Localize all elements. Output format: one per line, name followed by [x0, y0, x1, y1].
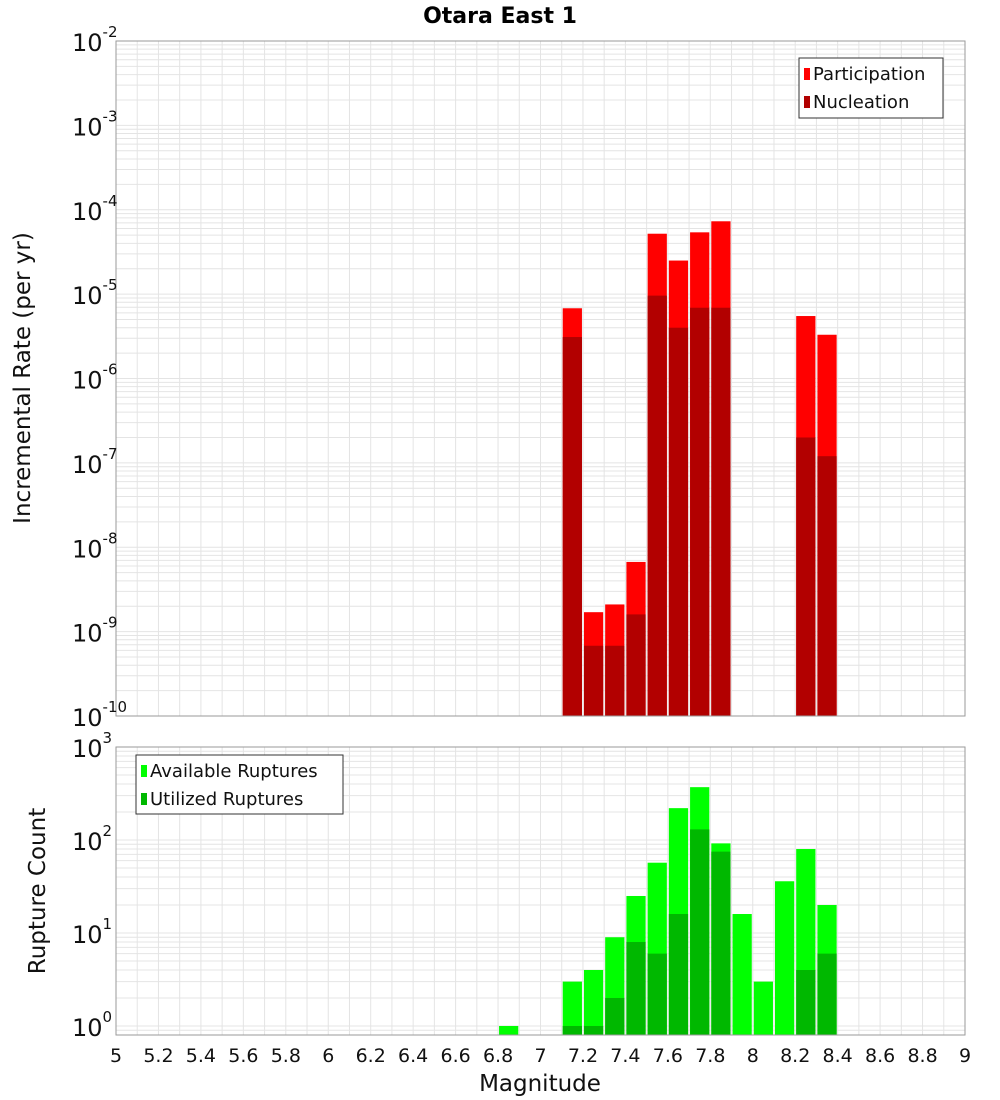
x-axis-ticks: 5 5.2 5.4 5.6 5.8 6 6.2 6.4 6.6 6.8 7 7.2 7.4 7.6 7.8 8…: [110, 1045, 971, 1067]
legend-label: Participation: [813, 64, 925, 85]
y-tick-label: 10-3: [72, 107, 118, 141]
bar: [605, 997, 625, 1035]
bar: [732, 914, 752, 1035]
bar: [817, 456, 837, 716]
y-axis-title: Incremental Rate (per yr): [10, 232, 36, 524]
x-tick-label: 8.6: [865, 1045, 895, 1067]
bar: [711, 851, 731, 1035]
x-tick-label: 6.4: [398, 1045, 428, 1067]
bar: [562, 1025, 582, 1035]
x-tick-label: 7.2: [568, 1045, 598, 1067]
rate-panel: 10-10 10-9 10-8 10-7 10-6 10-5 10-4 10-3 10-2 Inc…: [10, 23, 966, 732]
legend-label: Available Ruptures: [150, 761, 318, 782]
bar: [562, 337, 582, 716]
bar: [711, 307, 731, 716]
x-tick-label: 8.2: [780, 1045, 810, 1067]
x-tick-label: 6: [322, 1045, 334, 1067]
bar: [562, 981, 582, 1035]
bar: [668, 914, 689, 1035]
series-2: [562, 829, 837, 1035]
x-tick-label: 8.8: [907, 1045, 937, 1067]
bar: [753, 981, 773, 1035]
y-tick-label: 103: [72, 729, 112, 763]
count-panel: 100 101 102 103 Rupture Count Available Ruptu…: [25, 729, 966, 1042]
x-tick-label: 6.2: [356, 1045, 386, 1067]
legend-swatch: [804, 68, 810, 80]
y-tick-label: 101: [72, 915, 112, 949]
legend: Available Ruptures Utilized Ruptures: [135, 754, 344, 815]
x-tick-label: 7.8: [695, 1045, 725, 1067]
bar: [583, 1025, 604, 1035]
x-tick-label: 5.8: [271, 1045, 301, 1067]
bar: [796, 437, 816, 716]
x-tick-label: 6.6: [440, 1045, 470, 1067]
x-tick-label: 5: [110, 1045, 122, 1067]
x-tick-label: 8: [747, 1045, 759, 1067]
legend-swatch: [141, 793, 147, 805]
bar: [499, 1025, 519, 1035]
bar: [690, 829, 710, 1035]
y-tick-label: 10-5: [72, 276, 118, 310]
y-tick-label: 10-2: [72, 23, 118, 57]
bar: [626, 614, 646, 716]
y-tick-label: 102: [72, 822, 112, 856]
y-tick-label: 10-8: [72, 529, 118, 563]
x-tick-label: 5.4: [186, 1045, 216, 1067]
y-tick-label: 10-9: [72, 614, 118, 648]
x-tick-label: 6.8: [483, 1045, 513, 1067]
legend-swatch: [804, 96, 810, 108]
bar: [583, 645, 604, 716]
y-axis-title: Rupture Count: [25, 808, 51, 974]
x-tick-label: 5.2: [143, 1045, 173, 1067]
legend-label: Utilized Ruptures: [150, 789, 303, 810]
x-tick-label: 7: [534, 1045, 546, 1067]
x-tick-label: 5.6: [228, 1045, 258, 1067]
legend-label: Nucleation: [813, 92, 909, 113]
bar: [668, 327, 689, 716]
bar: [690, 307, 710, 716]
chart-title: Otara East 1: [423, 4, 577, 29]
legend: Participation Nucleation: [798, 57, 944, 119]
bar: [583, 969, 604, 1035]
bar: [626, 942, 646, 1035]
bar: [817, 953, 837, 1035]
x-axis-title: Magnitude: [479, 1071, 601, 1097]
plot-frame: [115, 746, 966, 1036]
bar: [796, 969, 816, 1035]
legend-swatch: [141, 765, 147, 777]
y-tick-label: 10-6: [72, 361, 118, 395]
y-tick-label: 100: [72, 1008, 112, 1042]
legend-box: [798, 57, 944, 119]
x-tick-label: 7.6: [653, 1045, 683, 1067]
x-tick-label: 8.4: [823, 1045, 853, 1067]
legend-box: [135, 754, 344, 815]
bar: [774, 881, 795, 1035]
bar: [647, 953, 667, 1035]
x-tick-label: 7.4: [610, 1045, 640, 1067]
y-tick-label: 10-7: [72, 445, 118, 479]
x-tick-label: 9: [959, 1045, 971, 1067]
bar: [605, 645, 625, 716]
y-tick-label: 10-10: [72, 698, 127, 732]
bar: [647, 295, 667, 716]
plot-frame: [115, 40, 966, 717]
y-tick-label: 10-4: [72, 192, 118, 226]
series-2: [562, 295, 837, 716]
grid: [115, 41, 966, 717]
